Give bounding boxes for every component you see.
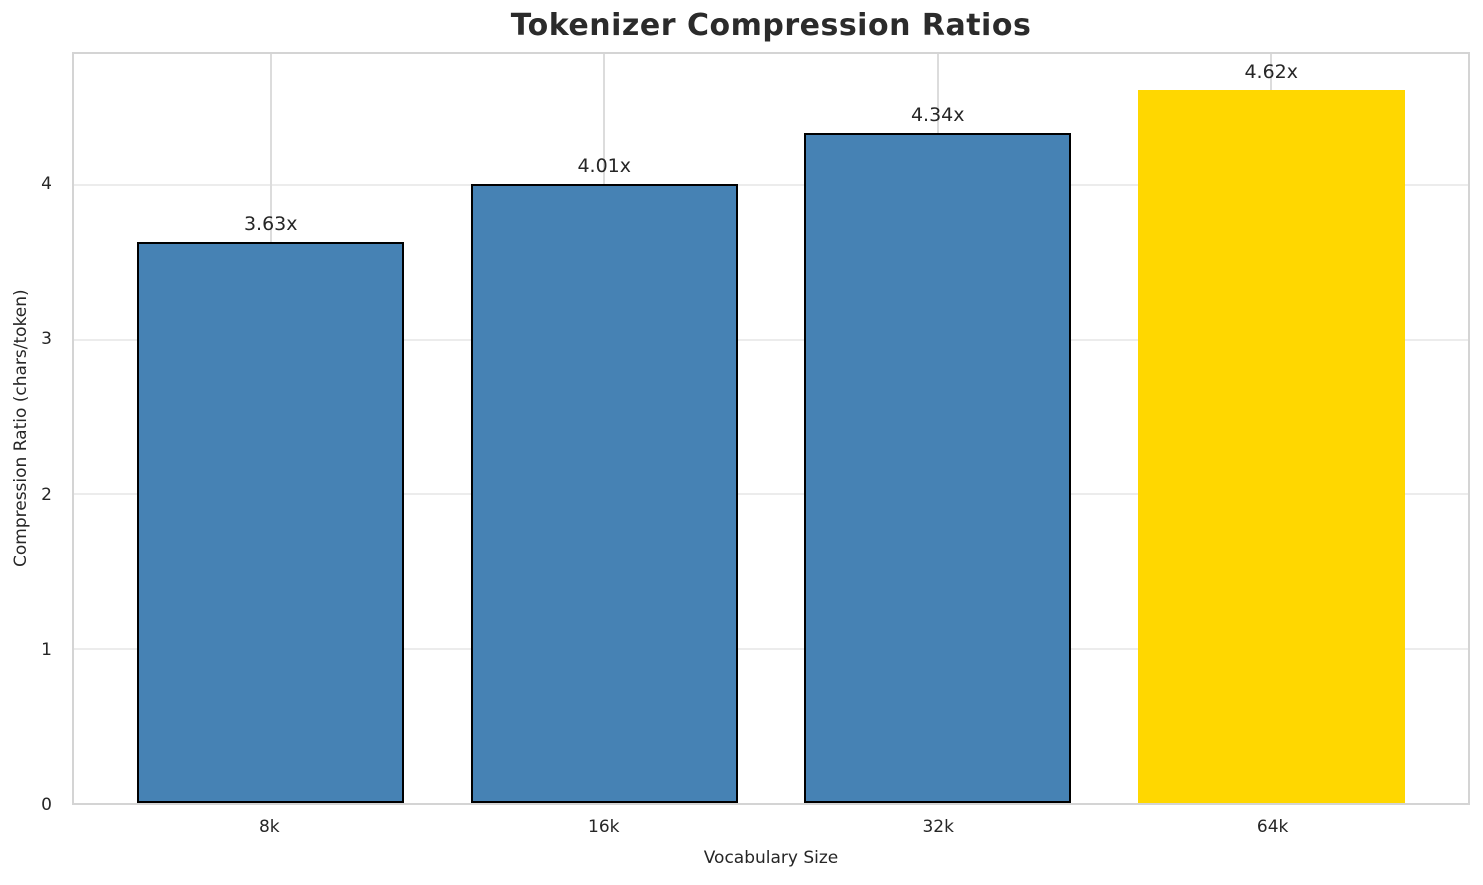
- x-tick-label: 32k: [922, 817, 954, 837]
- bar-value-label: 4.01x: [577, 154, 632, 177]
- chart-title: Tokenizer Compression Ratios: [510, 8, 1032, 43]
- x-tick-label: 8k: [258, 817, 280, 837]
- y-tick-label: 0: [41, 795, 52, 815]
- y-tick-label: 4: [41, 173, 52, 194]
- bar-value-label: 4.34x: [910, 103, 965, 126]
- y-tick-label: 2: [41, 484, 52, 505]
- y-gridline: [74, 647, 1468, 650]
- bar-32k: [804, 132, 1072, 803]
- y-axis-label: Compression Ratio (chars/token): [11, 289, 31, 568]
- bar-value-label: 3.63x: [243, 213, 298, 236]
- x-axis-ticks: 8k 16k 32k 64k: [72, 817, 1470, 841]
- y-axis-ticks: 0 1 2 3 4: [0, 52, 62, 815]
- x-axis-label: Vocabulary Size: [703, 848, 839, 868]
- bar-value-label: 4.62x: [1244, 60, 1299, 83]
- x-tick-label: 64k: [1256, 817, 1289, 837]
- y-tick-label: 1: [41, 639, 52, 660]
- x-tick-label: 16k: [588, 817, 620, 837]
- y-tick-label: 3: [41, 329, 52, 350]
- y-gridline: [74, 493, 1468, 496]
- y-gridline: [74, 184, 1468, 187]
- bar-8k: [137, 242, 405, 803]
- plot-area: 3.63x 4.01x 4.34x 4.62x: [72, 52, 1470, 805]
- bar-64k: [1137, 89, 1405, 803]
- y-gridline: [74, 338, 1468, 341]
- bar-16k: [470, 183, 738, 803]
